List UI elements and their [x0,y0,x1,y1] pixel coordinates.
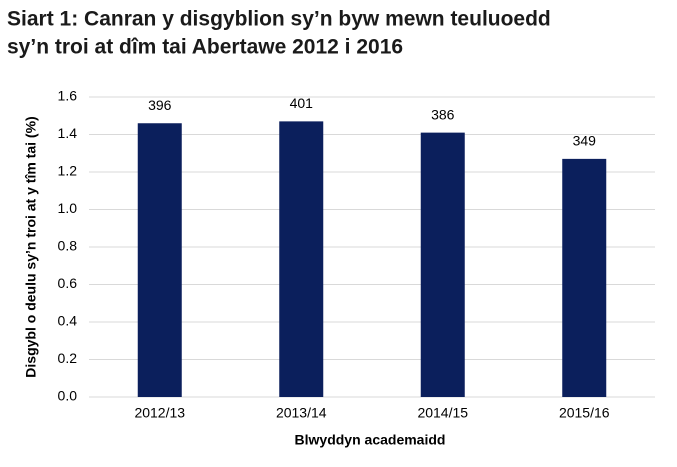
bar [420,132,465,397]
data-label: 396 [148,97,172,113]
y-tick-label: 0.6 [58,275,78,291]
y-axis-title: Disgybl o deulu sy’n troi at y tîm tai (… [23,116,39,377]
y-tick-label: 0.4 [58,313,78,329]
y-tick-label: 1.6 [58,88,78,104]
bar [562,158,607,397]
data-label: 349 [573,133,597,149]
x-tick-label: 2012/13 [134,405,185,421]
x-tick-label: 2014/15 [417,405,468,421]
x-tick-label: 2013/14 [276,405,327,421]
chart-title: Siart 1: Canran y disgyblion sy’n byw me… [7,8,551,31]
x-tick-label: 2015/16 [559,405,610,421]
bar [137,123,182,397]
bar [279,121,324,397]
chart-title: sy’n troi at dîm tai Abertawe 2012 i 201… [7,36,403,59]
y-tick-label: 1.4 [58,125,78,141]
y-tick-label: 0.2 [58,350,78,366]
y-tick-label: 0.8 [58,238,78,254]
data-label: 386 [431,106,455,122]
y-tick-label: 0.0 [58,388,78,404]
y-tick-label: 1.2 [58,163,78,179]
data-label: 401 [290,95,314,111]
y-tick-label: 1.0 [58,200,78,216]
x-axis-title: Blwyddyn academaidd [295,432,446,448]
